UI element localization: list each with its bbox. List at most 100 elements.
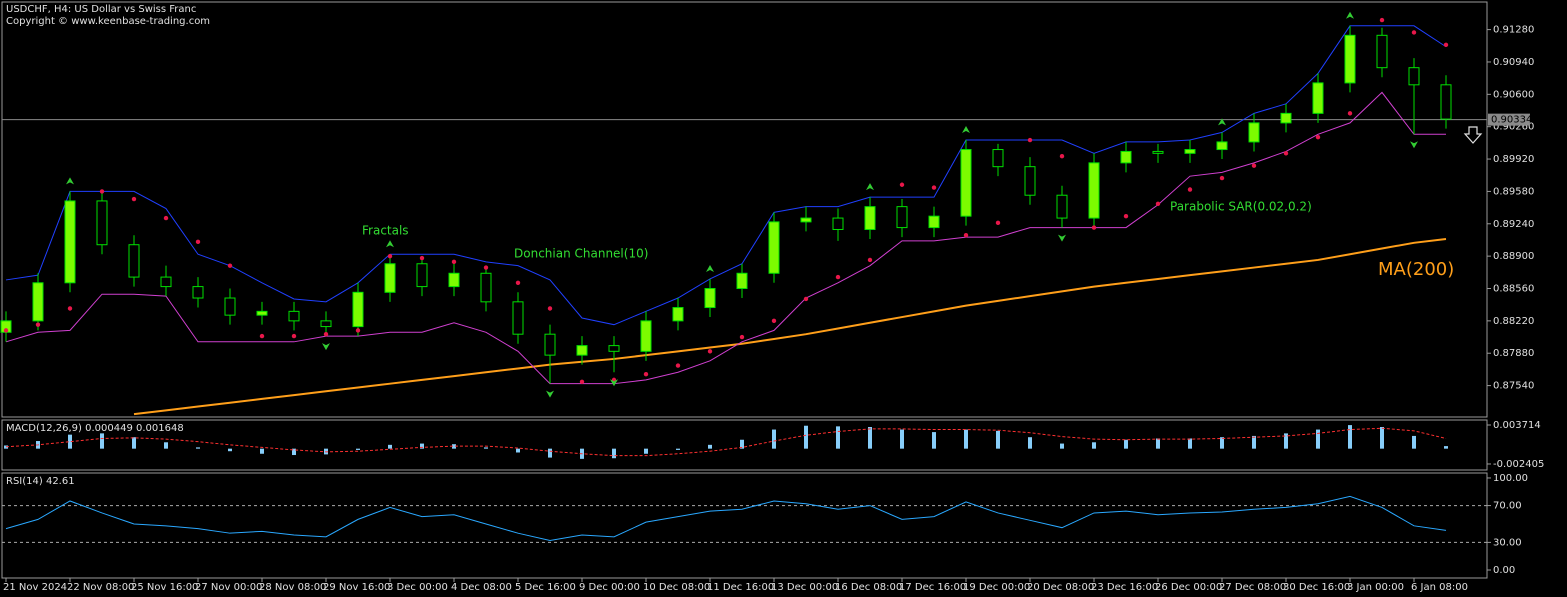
sar-dot — [323, 331, 329, 337]
y-tick-label: -0.002405 — [1493, 459, 1544, 470]
sar-dot — [355, 328, 361, 333]
sar-dot — [1443, 42, 1449, 48]
macd-bar — [644, 448, 648, 454]
macd-bar — [1060, 443, 1064, 449]
candle-body — [288, 310, 300, 322]
sar-dot — [259, 333, 265, 339]
macd-bar — [1092, 442, 1096, 449]
rsi-line — [5, 495, 1447, 542]
macd-bar — [516, 448, 520, 453]
y-tick-label: 0.88560 — [1493, 284, 1534, 295]
x-tick-label: 3 Dec 00:00 — [387, 582, 448, 593]
candle-body — [1024, 166, 1036, 196]
sar-dot — [643, 371, 649, 377]
sar-dot — [131, 196, 137, 202]
fractal-up — [706, 264, 714, 272]
macd-title: MACD(12,26,9) 0.000449 0.001648 — [6, 423, 184, 434]
sar-dot — [835, 274, 841, 280]
sar-dot — [1091, 225, 1097, 230]
sar-dot — [99, 189, 105, 194]
candle-body — [544, 333, 556, 356]
candle-body — [1312, 82, 1324, 114]
macd-bar — [132, 437, 136, 449]
macd-bar — [196, 447, 200, 449]
x-tick-label: 28 Nov 08:00 — [259, 582, 326, 593]
candle-body — [704, 288, 716, 309]
candle-body — [608, 345, 620, 352]
rsi-panel-frame — [1, 472, 1488, 579]
macd-bar — [228, 448, 232, 452]
sar-dot — [1379, 17, 1385, 23]
candle-body — [96, 200, 108, 246]
candle-body — [1088, 162, 1100, 219]
macd-bar — [740, 439, 744, 449]
x-tick-label: 9 Dec 00:00 — [579, 582, 640, 593]
macd-bar — [804, 425, 808, 449]
sar-dot — [995, 220, 1001, 226]
sar-dot — [1347, 111, 1353, 116]
sar-dot — [963, 232, 969, 238]
macd-bar — [1380, 427, 1384, 449]
sar-dot — [1155, 201, 1161, 206]
indicator-annotation: Parabolic SAR(0.02,0.2) — [1170, 200, 1312, 214]
y-tick-label: 0.89580 — [1493, 186, 1534, 197]
macd-bar — [676, 448, 680, 450]
x-tick-label: 3 Jan 00:00 — [1347, 582, 1404, 593]
x-tick-label: 27 Nov 00:00 — [195, 582, 262, 593]
macd-bar — [964, 429, 968, 449]
candle-body — [640, 320, 652, 352]
candle-body — [736, 272, 748, 290]
macd-bar — [708, 444, 712, 449]
macd-bar — [420, 443, 424, 449]
candle-body — [416, 263, 428, 288]
donchian-upper — [5, 25, 1447, 326]
macd-bar — [1444, 446, 1448, 449]
macd-bar — [484, 447, 488, 449]
sar-dot — [931, 185, 937, 190]
sar-dot — [451, 259, 457, 265]
candle-body — [192, 286, 204, 299]
x-tick-label: 16 Dec 08:00 — [835, 582, 902, 593]
sar-dot — [1219, 175, 1225, 181]
macd-bar — [1220, 437, 1224, 449]
macd-bar — [1412, 435, 1416, 449]
fractal-up — [386, 240, 394, 248]
macd-panel-frame — [1, 419, 1488, 471]
candle-body — [1440, 84, 1452, 120]
ma-line — [133, 238, 1447, 416]
macd-bar — [932, 432, 936, 449]
macd-bar — [292, 448, 296, 456]
candle-body — [1280, 112, 1292, 124]
sar-dot — [1059, 153, 1065, 159]
sar-dot — [483, 265, 489, 270]
x-tick-label: 5 Dec 16:00 — [515, 582, 576, 593]
current-price-label: 0.90334 — [1491, 115, 1532, 126]
macd-bar — [4, 445, 8, 449]
macd-bar — [836, 426, 840, 449]
candle-body — [320, 320, 332, 328]
fractal-up — [866, 183, 874, 191]
candle-body — [1056, 194, 1068, 219]
fractal-up — [66, 177, 74, 185]
x-tick-label: 27 Dec 08:00 — [1219, 582, 1286, 593]
candle-body — [864, 206, 876, 230]
y-tick-label: 0.90260 — [1493, 122, 1534, 133]
sar-dot — [803, 296, 809, 302]
x-tick-label: 20 Dec 08:00 — [1027, 582, 1094, 593]
macd-bar — [260, 448, 264, 454]
chart-title: USDCHF, H4: US Dollar vs Swiss Franc — [6, 4, 196, 15]
candle-body — [832, 217, 844, 230]
y-tick-label: 0.90940 — [1493, 57, 1534, 68]
macd-bar — [100, 433, 104, 449]
x-tick-label: 26 Dec 00:00 — [1155, 582, 1222, 593]
sar-dot — [1123, 213, 1129, 219]
donchian-lower — [5, 91, 1446, 385]
sar-dot — [899, 182, 905, 187]
macd-bar — [868, 427, 872, 449]
x-tick-label: 11 Dec 16:00 — [707, 582, 774, 593]
candle-body — [128, 244, 140, 278]
y-tick-label: 30.00 — [1493, 537, 1522, 548]
sar-dot — [3, 328, 9, 333]
macd-bar — [1348, 425, 1352, 449]
y-tick-label: 0.90600 — [1493, 89, 1534, 100]
